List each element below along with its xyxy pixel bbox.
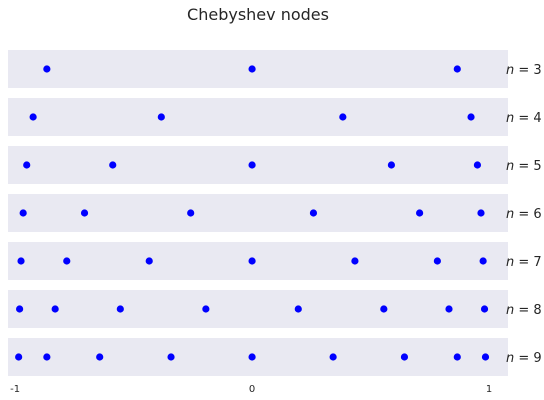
node-point <box>187 209 195 217</box>
node-point <box>339 113 347 121</box>
node-point <box>416 209 424 217</box>
row-panel <box>8 146 508 184</box>
row-label: n = 9 <box>506 351 542 366</box>
node-point <box>248 353 256 361</box>
node-point <box>479 257 487 265</box>
node-point <box>19 209 27 217</box>
node-point <box>380 305 388 313</box>
row-panel <box>8 98 508 136</box>
node-point <box>96 353 104 361</box>
x-tick-label: 0 <box>249 384 255 395</box>
row-group: n = 3 <box>8 50 542 88</box>
node-point <box>467 113 475 121</box>
node-point <box>387 161 396 169</box>
node-point <box>80 209 89 217</box>
node-point <box>29 113 37 121</box>
row-panels: n = 3 n = 4 n = 5 n = 6 n = 7 n = 8 n = 9 <box>8 50 542 376</box>
x-tick-label: 1 <box>486 384 492 395</box>
node-point <box>477 209 485 217</box>
node-point <box>453 353 461 361</box>
row-panel <box>8 50 508 88</box>
node-point <box>400 353 409 361</box>
node-point <box>145 257 153 265</box>
row-group: n = 4 <box>8 98 542 136</box>
row-label: n = 3 <box>506 63 542 78</box>
node-point <box>43 65 51 73</box>
node-point <box>202 305 210 313</box>
row-label: n = 7 <box>506 255 542 270</box>
node-point <box>23 161 31 169</box>
node-point <box>16 305 24 313</box>
node-point <box>445 305 453 313</box>
node-point <box>248 65 256 73</box>
row-label: n = 5 <box>506 159 542 174</box>
row-panel <box>8 242 508 280</box>
node-point <box>63 257 71 265</box>
node-point <box>433 257 441 265</box>
row-group: n = 7 <box>8 242 542 280</box>
node-point <box>248 257 256 265</box>
node-point <box>51 305 59 313</box>
node-point <box>309 209 318 217</box>
node-point <box>480 305 489 313</box>
row-label: n = 6 <box>506 207 542 222</box>
row-group: n = 9 <box>8 338 542 376</box>
row-panel <box>8 338 508 376</box>
node-point <box>43 353 51 361</box>
row-label: n = 8 <box>506 303 542 318</box>
node-point <box>481 353 490 361</box>
node-point <box>17 257 25 265</box>
node-point <box>453 65 461 73</box>
row-panel <box>8 290 508 328</box>
row-panel <box>8 194 508 232</box>
chart-title: Chebyshev nodes <box>187 5 329 24</box>
node-point <box>109 161 117 169</box>
node-point <box>294 305 302 313</box>
node-point <box>473 161 482 169</box>
node-point <box>351 257 359 265</box>
node-point <box>15 353 23 361</box>
node-point <box>157 113 165 121</box>
row-group: n = 6 <box>8 194 542 232</box>
row-group: n = 8 <box>8 290 542 328</box>
node-point <box>329 353 337 361</box>
node-point <box>116 305 124 313</box>
row-label: n = 4 <box>506 111 542 126</box>
node-point <box>167 353 175 361</box>
node-point <box>248 161 256 169</box>
row-group: n = 5 <box>8 146 542 184</box>
x-axis-ticks: -1 0 1 <box>10 384 492 395</box>
x-tick-label: -1 <box>10 384 20 395</box>
